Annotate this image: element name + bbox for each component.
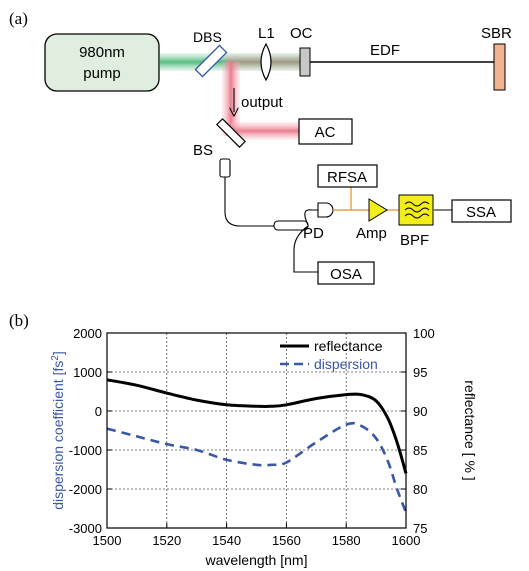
fiber-to-osa	[293, 225, 318, 273]
rfsa-box	[317, 164, 378, 188]
panel-b-label: (b)	[9, 311, 29, 330]
lens-l1	[260, 42, 272, 82]
fiber-to-coupler	[224, 177, 276, 227]
x-tick-label: 1560	[272, 533, 301, 548]
bpf-label: BPF	[400, 232, 429, 249]
sbr-mirror	[493, 43, 506, 91]
y-left-tick-label: 2000	[73, 326, 102, 341]
chart-grid	[107, 333, 406, 528]
panel-a: (a) 980nm pump DBS L1 OC EDF SBR output …	[9, 9, 512, 285]
sbr-label: SBR	[481, 25, 512, 42]
ac-beam	[231, 122, 301, 140]
ssa-box	[451, 199, 512, 223]
bpf-wave-icon	[404, 201, 430, 219]
photodetector	[317, 202, 334, 218]
pump-label-line1: 980nm	[79, 44, 125, 61]
y-left-tick-label: 1000	[73, 365, 102, 380]
y-left-tick-label: -3000	[69, 521, 102, 536]
panel-a-label: (a)	[9, 9, 28, 28]
y-right-tick-label: 90	[413, 404, 427, 419]
edf-label: EDF	[370, 42, 400, 59]
y-left-axis-label: dispersion coefficient [fs2]	[50, 351, 67, 510]
chart-legend: reflectance dispersion	[280, 338, 383, 372]
dbs-mirror	[194, 44, 228, 78]
x-tick-label: 1580	[332, 533, 361, 548]
output-label: output	[241, 94, 284, 111]
pump-label-line2: pump	[83, 65, 121, 82]
output-beam-vertical	[222, 62, 240, 136]
l1-label: L1	[258, 25, 275, 42]
x-tick-label: 1500	[93, 533, 122, 548]
y-right-tick-label: 100	[413, 326, 435, 341]
amp-label: Amp	[356, 225, 387, 242]
y-right-tick-label: 95	[413, 365, 427, 380]
y-right-axis-label: reflectance [ % ]	[462, 380, 478, 480]
fiber-collimator	[219, 158, 231, 178]
dispersion-curve	[106, 421, 408, 513]
y-left-tick-label: -1000	[69, 443, 102, 458]
autocorrelator-box	[298, 118, 353, 145]
pd-label: PD	[303, 225, 324, 242]
amplifier	[368, 198, 388, 222]
fiber-coupler	[273, 220, 309, 231]
y-left-tick-label: -2000	[69, 482, 102, 497]
bs-label: BS	[193, 142, 213, 159]
ssa-label: SSA	[466, 204, 496, 221]
beam-splitter	[216, 118, 246, 148]
bandpass-filter	[398, 194, 434, 226]
rfsa-label: RFSA	[327, 169, 367, 186]
output-coupler	[299, 47, 311, 77]
fiber-to-pd	[304, 209, 318, 226]
pump-source	[44, 33, 160, 92]
osa-label: OSA	[330, 266, 362, 283]
ac-label: AC	[315, 124, 336, 141]
dispersion-reflectance-chart: 1500 1520 1540 1560 1580 1600 2000 1000 0 -1000 -…	[50, 326, 479, 568]
dbs-label: DBS	[193, 29, 222, 45]
x-tick-label: 1600	[392, 533, 421, 548]
y-left-tick-label: 0	[95, 404, 102, 419]
reflectance-curve	[106, 378, 408, 474]
y-right-tick-label: 80	[413, 482, 427, 497]
oc-label: OC	[290, 25, 313, 42]
y-left-axis-ticks: 2000 1000 0 -1000 -2000 -3000	[69, 326, 112, 536]
x-tick-label: 1520	[152, 533, 181, 548]
legend-label-dispersion: dispersion	[314, 356, 378, 372]
osa-box	[317, 261, 375, 285]
y-right-axis-ticks: 100 95 90 85 80 75	[401, 326, 435, 536]
chart-curves	[106, 378, 408, 513]
y-right-tick-label: 85	[413, 443, 427, 458]
plot-frame	[106, 332, 407, 529]
x-axis-label: wavelength [nm]	[205, 552, 308, 568]
y-right-tick-label: 75	[413, 521, 427, 536]
x-tick-label: 1540	[212, 533, 241, 548]
x-axis-ticks: 1500 1520 1540 1560 1580 1600	[93, 523, 421, 548]
legend-label-reflectance: reflectance	[314, 338, 383, 354]
